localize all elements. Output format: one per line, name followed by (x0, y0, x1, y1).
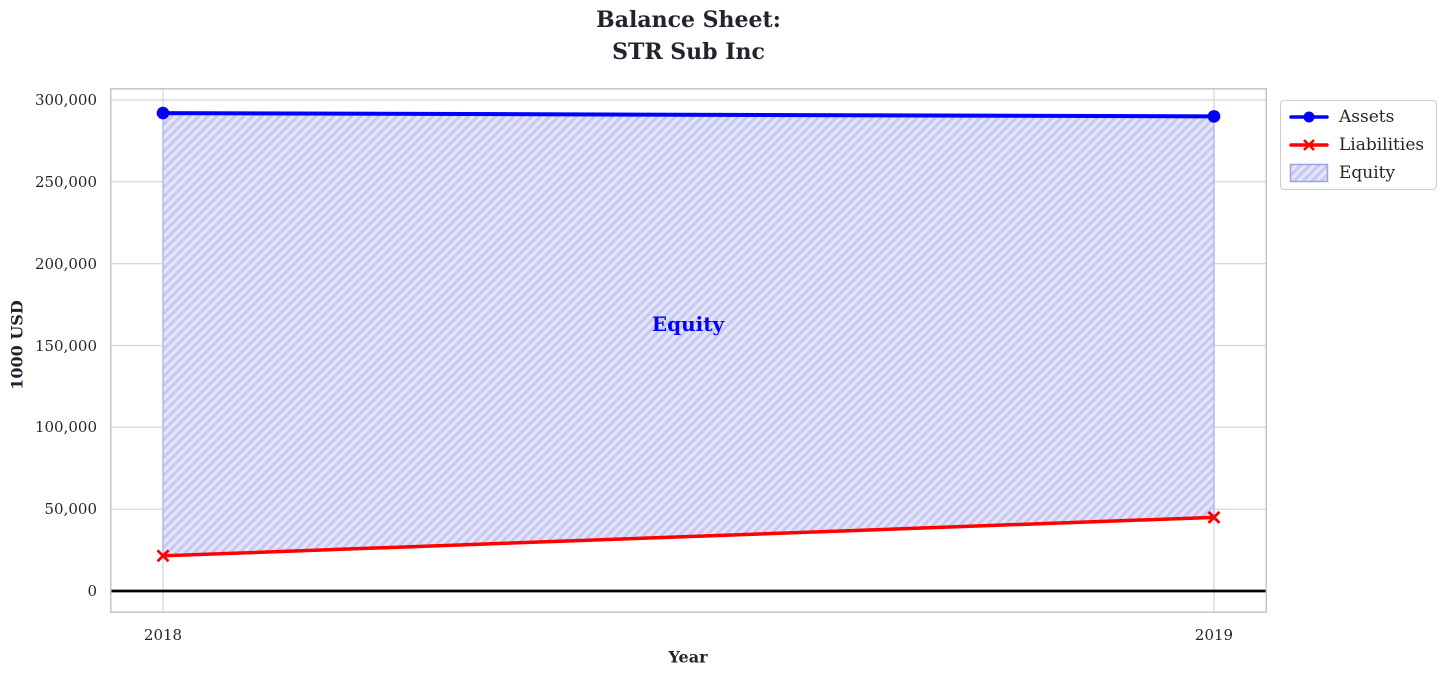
chart-title-line2: STR Sub Inc (612, 39, 765, 65)
plot-border (110, 88, 1267, 613)
y-tick-label: 250,000 (34, 172, 97, 191)
data-series (156, 106, 1221, 563)
chart-title-line1: Balance Sheet: (596, 7, 781, 33)
y-tick-label: 50,000 (44, 500, 98, 519)
y-tick-label: 150,000 (34, 336, 97, 355)
plot-canvas (110, 88, 1267, 613)
x-tick-label: 2018 (143, 626, 183, 644)
legend-item: Equity (1289, 159, 1424, 187)
legend: Assets Liabilities Equity (1280, 100, 1438, 190)
legend-item-label: Equity (1339, 163, 1396, 183)
patch-hatch-icon (1289, 163, 1329, 183)
y-tick-label: 200,000 (34, 254, 97, 273)
legend-item: Liabilities (1289, 131, 1424, 159)
y-tick-label: 100,000 (34, 418, 97, 437)
plot-area: Equity (110, 88, 1267, 613)
y-tick-label: 300,000 (34, 91, 97, 109)
legend-item: Assets (1289, 103, 1424, 131)
x-axis-label: Year (668, 647, 708, 667)
legend-item-label: Assets (1339, 107, 1395, 127)
chart-title: Balance Sheet: STR Sub Inc (110, 4, 1267, 68)
line-x-icon (1289, 139, 1329, 151)
x-tick-label: 2019 (1194, 626, 1234, 644)
line-circle-icon (1289, 111, 1329, 123)
y-tick-label: 0 (87, 582, 97, 600)
equity-area-label: Equity (651, 312, 725, 336)
legend-item-label: Liabilities (1339, 135, 1425, 155)
